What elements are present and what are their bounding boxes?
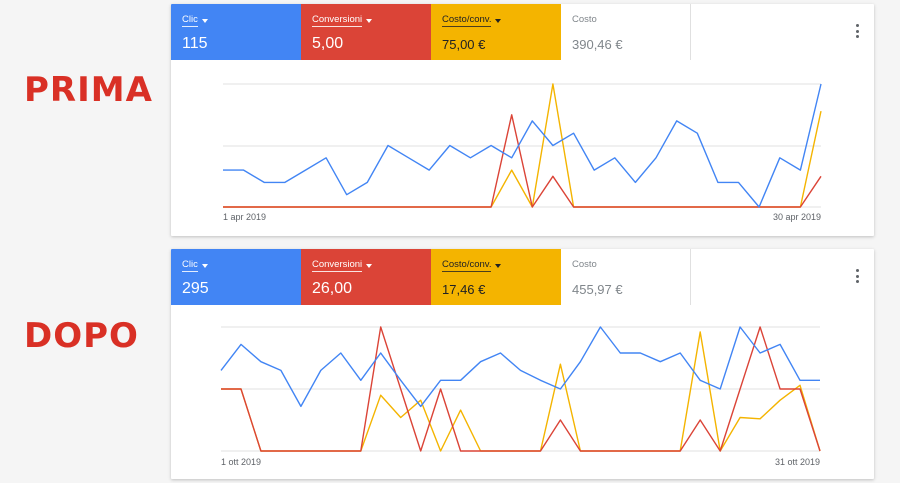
- metric-label-cost-per-conversion: Costo/conv.: [442, 258, 492, 272]
- metric-tile-cost-per-conversion[interactable]: Costo/conv. 75,00 €: [431, 4, 561, 60]
- metric-tile-cost[interactable]: Costo 455,97 €: [561, 249, 691, 305]
- metric-tile-cost[interactable]: Costo 390,46 €: [561, 4, 691, 60]
- metric-tile-conversions[interactable]: Conversioni 5,00: [301, 4, 431, 60]
- metric-value-cost: 455,97 €: [572, 282, 623, 297]
- series-line-clicks: [223, 83, 822, 208]
- metric-value-clicks: 115: [182, 35, 208, 52]
- series-line-cost-per-conversion: [221, 331, 821, 452]
- label-before: PRIMA: [24, 70, 153, 110]
- series-line-clicks: [220, 326, 820, 408]
- label-after: DOPO: [24, 316, 139, 356]
- x-axis-end-label: 31 ott 2019: [775, 457, 820, 467]
- metric-tile-clicks[interactable]: Clic 115: [171, 4, 301, 60]
- more-options-icon[interactable]: [856, 24, 860, 38]
- metric-value-conversions: 26,00: [312, 280, 353, 297]
- x-axis-start-label: 1 apr 2019: [223, 212, 266, 222]
- caret-down-icon[interactable]: [366, 18, 373, 23]
- caret-down-icon[interactable]: [201, 18, 208, 23]
- metric-value-cost-per-conversion: 75,00 €: [442, 37, 486, 52]
- caret-down-icon[interactable]: [495, 263, 502, 268]
- metric-label-cost: Costo: [572, 14, 597, 25]
- metric-label-clicks: Clic: [182, 13, 198, 27]
- metric-label-cost: Costo: [572, 259, 597, 270]
- line-chart-after: 1 ott 2019 31 ott 2019: [220, 326, 821, 467]
- metric-tile-conversions[interactable]: Conversioni 26,00: [301, 249, 431, 305]
- x-axis-start-label: 1 ott 2019: [221, 457, 261, 467]
- performance-card-after: 1 ott 2019 31 ott 2019 Clic 295 Conversio…: [171, 249, 874, 479]
- series-line-conversions: [221, 326, 821, 452]
- series-line-conversions: [223, 114, 822, 208]
- metric-tile-cost-per-conversion[interactable]: Costo/conv. 17,46 €: [431, 249, 561, 305]
- metric-value-cost: 390,46 €: [572, 37, 623, 52]
- x-axis-end-label: 30 apr 2019: [773, 212, 821, 222]
- metric-tile-clicks[interactable]: Clic 295: [171, 249, 301, 305]
- performance-card-before: 1 apr 2019 30 apr 2019 Clic 115 Conversio…: [171, 4, 874, 236]
- line-chart-before: 1 apr 2019 30 apr 2019: [223, 83, 822, 222]
- metric-value-cost-per-conversion: 17,46 €: [442, 282, 486, 297]
- metric-label-cost-per-conversion: Costo/conv.: [442, 13, 492, 27]
- metric-value-conversions: 5,00: [312, 35, 344, 52]
- more-options-icon[interactable]: [856, 269, 860, 283]
- metric-label-conversions: Conversioni: [312, 258, 363, 272]
- caret-down-icon[interactable]: [366, 263, 373, 268]
- metric-tiles-after: Clic 295 Conversioni 26,00 Costo/conv. 1…: [171, 249, 691, 305]
- metric-value-clicks: 295: [182, 280, 209, 297]
- caret-down-icon[interactable]: [495, 18, 502, 23]
- caret-down-icon[interactable]: [201, 263, 208, 268]
- metric-tiles-before: Clic 115 Conversioni 5,00 Costo/conv. 75…: [171, 4, 691, 60]
- metric-label-clicks: Clic: [182, 258, 198, 272]
- metric-label-conversions: Conversioni: [312, 13, 363, 27]
